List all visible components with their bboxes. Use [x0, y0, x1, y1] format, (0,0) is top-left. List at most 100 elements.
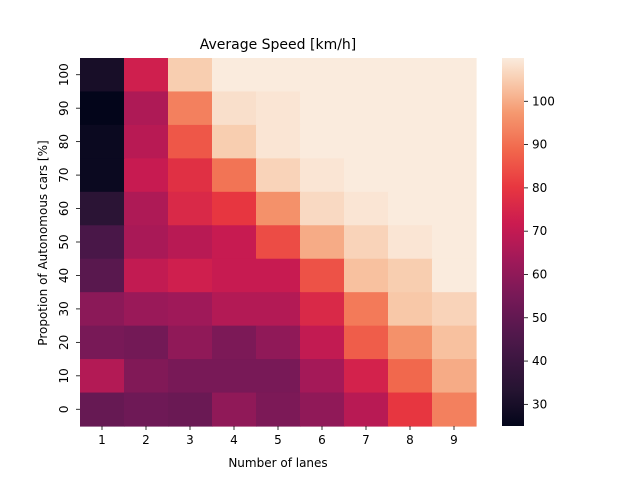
x-tick-label: 7: [362, 433, 370, 447]
heatmap-cell: [256, 392, 301, 427]
heatmap-cell: [168, 359, 213, 394]
heatmap-cell: [124, 258, 169, 293]
heatmap-cell: [80, 292, 125, 327]
heatmap-cell: [300, 258, 345, 293]
heatmap-cell: [168, 392, 213, 427]
heatmap-cell: [344, 325, 389, 360]
y-tick-label: 70: [57, 167, 71, 182]
heatmap-cell: [300, 359, 345, 394]
chart-title: Average Speed [km/h]: [200, 37, 357, 53]
heatmap-cell: [388, 325, 433, 360]
y-tick-label: 20: [57, 335, 71, 350]
heatmap-cell: [388, 91, 433, 126]
colorbar: [502, 58, 524, 426]
colorbar-tick-label: 70: [532, 224, 547, 238]
heatmap-cell: [432, 258, 477, 293]
heatmap-cell: [300, 91, 345, 126]
heatmap-cell: [124, 91, 169, 126]
colorbar-tick-label: 50: [532, 311, 547, 325]
heatmap-cell: [388, 292, 433, 327]
heatmap-cell: [344, 258, 389, 293]
colorbar-tick-label: 30: [532, 397, 547, 411]
heatmap-cell: [388, 124, 433, 159]
colorbar-tick-label: 80: [532, 181, 547, 195]
heatmap-cell: [124, 392, 169, 427]
y-tick-label: 10: [57, 368, 71, 383]
heatmap-cell: [256, 191, 301, 226]
heatmap-cell: [432, 91, 477, 126]
heatmap-cells: [80, 58, 477, 427]
heatmap-cell: [388, 392, 433, 427]
heatmap-cell: [80, 191, 125, 226]
heatmap-cell: [80, 124, 125, 159]
heatmap-cell: [256, 325, 301, 360]
heatmap-cell: [212, 392, 257, 427]
heatmap-cell: [256, 58, 301, 93]
heatmap-cell: [80, 158, 125, 193]
heatmap-cell: [432, 325, 477, 360]
heatmap-cell: [212, 191, 257, 226]
heatmap-cell: [432, 124, 477, 159]
heatmap-cell: [124, 158, 169, 193]
heatmap-cell: [300, 292, 345, 327]
heatmap-cell: [388, 58, 433, 93]
heatmap-cell: [212, 258, 257, 293]
heatmap-cell: [344, 191, 389, 226]
colorbar-ticks: 30 40 50 60 70 80 90 100: [524, 94, 555, 411]
heatmap-cell: [168, 225, 213, 260]
x-tick-label: 6: [318, 433, 326, 447]
heatmap-cell: [432, 225, 477, 260]
heatmap-cell: [256, 124, 301, 159]
heatmap-cell: [300, 124, 345, 159]
heatmap-cell: [124, 58, 169, 93]
heatmap-cell: [80, 392, 125, 427]
heatmap-cell: [80, 258, 125, 293]
heatmap-cell: [212, 292, 257, 327]
heatmap-cell: [388, 225, 433, 260]
y-tick-label: 60: [57, 201, 71, 216]
colorbar-tick-label: 90: [532, 138, 547, 152]
heatmap-cell: [388, 191, 433, 226]
heatmap-cell: [168, 292, 213, 327]
heatmap-cell: [344, 359, 389, 394]
heatmap-cell: [300, 191, 345, 226]
y-tick-label: 0: [57, 405, 71, 413]
heatmap-cell: [300, 58, 345, 93]
x-tick-label: 5: [274, 433, 282, 447]
heatmap-cell: [212, 158, 257, 193]
colorbar-tick-label: 60: [532, 267, 547, 281]
heatmap-cell: [256, 158, 301, 193]
heatmap-cell: [256, 91, 301, 126]
heatmap-cell: [168, 91, 213, 126]
heatmap-cell: [432, 191, 477, 226]
y-tick-label: 90: [57, 101, 71, 116]
heatmap-cell: [212, 225, 257, 260]
heatmap-cell: [432, 158, 477, 193]
heatmap-cell: [344, 158, 389, 193]
heatmap-cell: [124, 225, 169, 260]
heatmap-cell: [432, 292, 477, 327]
y-tick-label: 40: [57, 268, 71, 283]
heatmap-cell: [124, 124, 169, 159]
heatmap-cell: [168, 158, 213, 193]
heatmap-cell: [168, 258, 213, 293]
heatmap-cell: [300, 392, 345, 427]
heatmap-cell: [168, 124, 213, 159]
y-tick-label: 100: [57, 63, 71, 86]
heatmap-cell: [432, 392, 477, 427]
heatmap-cell: [344, 292, 389, 327]
heatmap-cell: [168, 58, 213, 93]
heatmap-cell: [124, 292, 169, 327]
y-tick-label: 50: [57, 234, 71, 249]
heatmap-cell: [80, 225, 125, 260]
heatmap-cell: [212, 359, 257, 394]
heatmap-cell: [124, 325, 169, 360]
heatmap-cell: [256, 258, 301, 293]
colorbar-tick-label: 40: [532, 354, 547, 368]
heatmap-cell: [212, 91, 257, 126]
heatmap-cell: [432, 58, 477, 93]
heatmap-cell: [80, 91, 125, 126]
heatmap-cell: [344, 392, 389, 427]
heatmap-cell: [256, 292, 301, 327]
